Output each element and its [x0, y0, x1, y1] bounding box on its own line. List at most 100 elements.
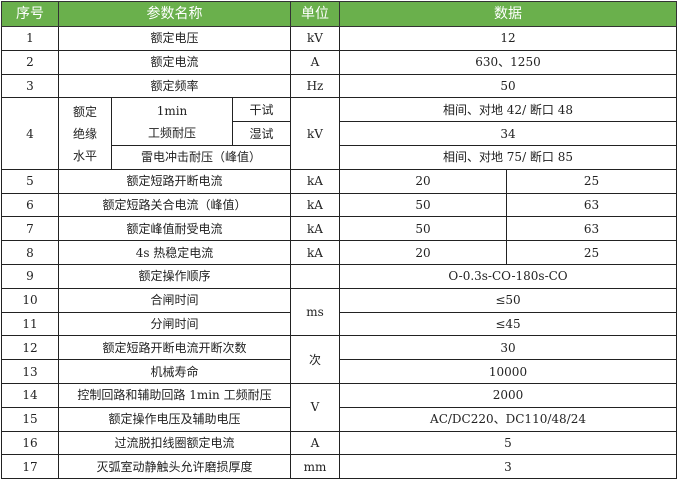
unit: A	[290, 49, 340, 75]
table-row: 1 额定电压 kV 12	[1, 26, 677, 51]
param-name: 合闸时间	[58, 287, 291, 313]
value: 相间、对地 42/ 断口 48	[339, 97, 677, 123]
value-1: 50	[339, 192, 507, 218]
value: 50	[339, 73, 677, 99]
value-1: 20	[339, 240, 507, 265]
table-row: 12 额定短路开断电流开断次数 次 30	[1, 335, 677, 384]
table-row: 2 额定电流 A 630、1250	[1, 49, 677, 75]
header-no: 序号	[1, 1, 59, 27]
unit: 次	[290, 335, 340, 384]
row-no: 15	[1, 406, 59, 432]
row-no: 4	[1, 97, 59, 170]
unit: kA	[290, 216, 340, 242]
table-row: 17 灭弧室动静触头允许磨损厚度 mm 3	[1, 454, 677, 480]
table-row: 湿试 34	[2, 121, 677, 146]
param-name: 控制回路和辅助回路 1min 工频耐压	[58, 382, 291, 408]
value-2: 63	[506, 216, 677, 242]
value: AC/DC220、DC110/48/24	[339, 406, 677, 432]
param-name: 机械寿命	[58, 359, 291, 384]
row-no: 6	[1, 192, 59, 218]
table-row: 11 分闸时间 ≤45	[1, 311, 677, 337]
table-row: 14 控制回路和辅助回路 1min 工频耐压 V 2000	[1, 382, 677, 432]
header-row: 序号 参数名称 单位 数据	[1, 1, 677, 27]
param-name: 灭弧室动静触头允许磨损厚度	[58, 454, 291, 480]
unit: kA	[290, 240, 340, 265]
param-name: 额定电压	[58, 26, 291, 51]
value: 630、1250	[339, 49, 677, 75]
table-row: 15 额定操作电压及辅助电压 AC/DC220、DC110/48/24	[1, 406, 677, 432]
unit: Hz	[290, 73, 340, 99]
pf-line1: 1min	[156, 103, 188, 118]
param-name: 过流脱扣线圈额定电流	[58, 430, 291, 456]
value: 5	[339, 430, 677, 456]
row-no: 9	[1, 263, 59, 289]
param-name: 额定峰值耐受电流	[58, 216, 291, 242]
group-line: 绝缘	[72, 126, 97, 141]
dry-test-label: 干试	[232, 97, 291, 123]
row-no: 5	[1, 168, 59, 194]
wet-test-label: 湿试	[232, 121, 291, 146]
param-name: 额定短路关合电流（峰值）	[58, 192, 291, 218]
param-name: 额定操作顺序	[58, 263, 291, 289]
value: 30	[339, 335, 677, 361]
value: 2000	[339, 382, 677, 408]
value: 3	[339, 454, 677, 480]
value: 相间、对地 75/ 断口 85	[339, 144, 677, 170]
insulation-level-label: 额定 绝缘 水平	[58, 97, 112, 170]
row-no: 12	[1, 335, 59, 361]
table-row: 5 额定短路开断电流 kA 20 25	[1, 168, 677, 194]
table-row: 8 4s 热稳定电流 kA 20 25	[1, 240, 677, 265]
unit: A	[290, 430, 340, 456]
unit: V	[290, 382, 340, 432]
row-no: 2	[1, 49, 59, 75]
unit: kA	[290, 192, 340, 218]
unit: ms	[290, 287, 340, 337]
row-no: 11	[1, 311, 59, 337]
row-no: 13	[1, 359, 59, 384]
row-no: 10	[1, 287, 59, 313]
value-1: 20	[339, 168, 507, 194]
value: 12	[339, 26, 677, 51]
row-no: 17	[1, 454, 59, 480]
param-name: 额定短路开断电流	[58, 168, 291, 194]
table-row: 3 额定频率 Hz 50	[1, 73, 677, 99]
row-no: 14	[1, 382, 59, 408]
group-line: 水平	[72, 148, 97, 163]
param-name: 额定电流	[58, 49, 291, 75]
lightning-impulse-label: 雷电冲击耐压（峰值）	[111, 144, 291, 170]
value-2: 25	[506, 168, 677, 194]
table-row: 9 额定操作顺序 O-0.3s-CO-180s-CO	[1, 263, 677, 289]
header-unit: 单位	[290, 1, 340, 27]
value-2: 25	[506, 240, 677, 265]
table-row: 7 额定峰值耐受电流 kA 50 63	[1, 216, 677, 242]
pf-line2: 工频耐压	[147, 125, 196, 140]
row-no: 7	[1, 216, 59, 242]
unit: kV	[290, 26, 340, 51]
unit: kA	[290, 168, 340, 194]
group-line: 额定	[72, 104, 97, 119]
table-row: 6 额定短路关合电流（峰值） kA 50 63	[1, 192, 677, 218]
unit: kV	[290, 97, 340, 170]
row-no: 16	[1, 430, 59, 456]
value-1: 50	[339, 216, 507, 242]
row-no: 1	[1, 26, 59, 51]
table-row: 10 合闸时间 ms ≤50	[1, 287, 677, 337]
value: O-0.3s-CO-180s-CO	[339, 263, 677, 289]
param-name: 分闸时间	[58, 311, 291, 337]
param-name: 额定频率	[58, 73, 291, 99]
header-name: 参数名称	[58, 1, 291, 27]
param-name: 4s 热稳定电流	[58, 240, 291, 265]
row-no: 8	[1, 240, 59, 265]
value: 10000	[339, 359, 677, 384]
value-2: 63	[506, 192, 677, 218]
unit	[290, 263, 340, 289]
table-row: 雷电冲击耐压（峰值） 相间、对地 75/ 断口 85	[2, 144, 677, 170]
value: 34	[339, 121, 677, 146]
table-row: 13 机械寿命 10000	[1, 359, 677, 384]
param-name: 额定操作电压及辅助电压	[58, 406, 291, 432]
table-row: 16 过流脱扣线圈额定电流 A 5	[1, 430, 677, 456]
header-data: 数据	[339, 1, 677, 27]
power-freq-withstand-label: 1min 工频耐压	[111, 97, 233, 146]
unit: mm	[290, 454, 340, 480]
